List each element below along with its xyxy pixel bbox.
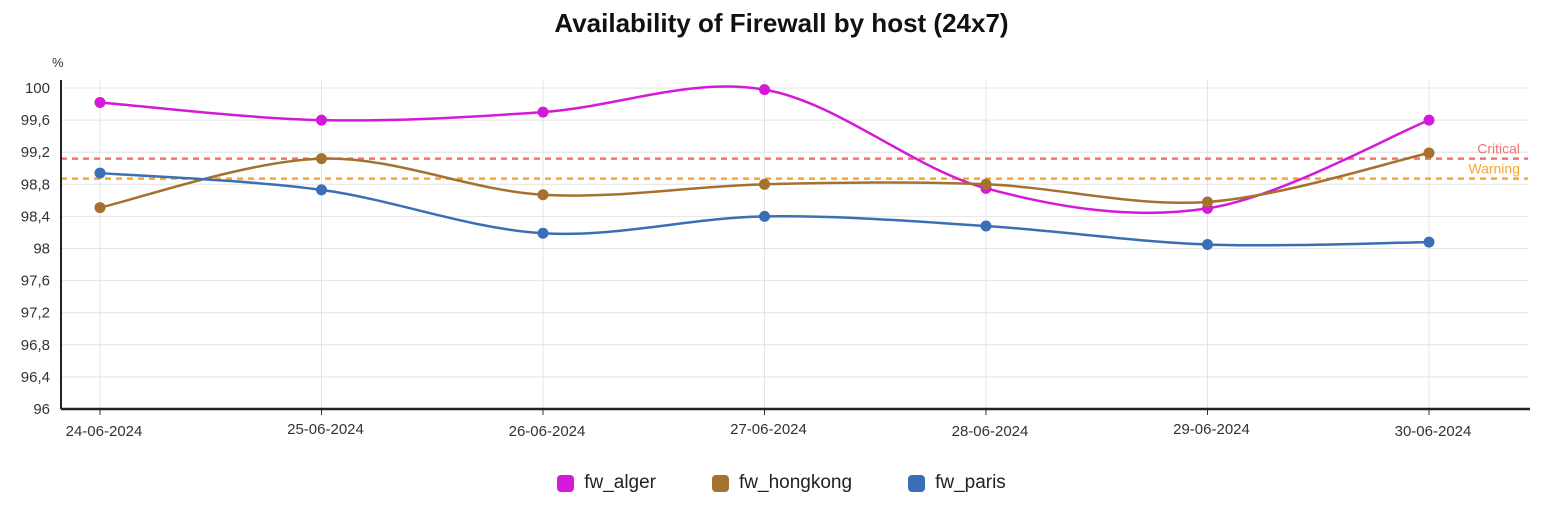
data-point — [759, 210, 770, 222]
data-point — [316, 153, 327, 165]
critical-threshold-label: Critical — [1477, 141, 1520, 157]
x-tick-label: 26-06-2024 — [509, 423, 586, 440]
x-tick-label: 25-06-2024 — [287, 421, 364, 438]
y-tick-label: 98,8 — [21, 176, 50, 193]
x-tick-label: 29-06-2024 — [1173, 421, 1250, 438]
y-tick-label: 98,4 — [21, 208, 50, 225]
line-chart: Critical Warning 96 96,4 96,8 97,2 97,6 98 98,4… — [21, 55, 1530, 440]
data-point — [1423, 147, 1435, 159]
legend-label: fw_paris — [935, 472, 1006, 493]
x-tick-label: 24-06-2024 — [66, 423, 143, 440]
y-tick-label: 96,4 — [21, 369, 50, 386]
y-tick-label: 100 — [25, 80, 50, 97]
data-point — [1423, 236, 1435, 248]
y-tick-label: 96 — [33, 401, 50, 418]
series-fw-paris — [94, 167, 1435, 250]
data-point — [537, 227, 549, 239]
axes — [60, 80, 1530, 415]
data-point — [316, 114, 327, 126]
warning-threshold-label: Warning — [1468, 161, 1520, 177]
y-axis-label: % — [52, 55, 64, 70]
x-tick-label: 30-06-2024 — [1395, 423, 1472, 440]
x-tick-label: 28-06-2024 — [952, 423, 1029, 440]
data-point — [537, 106, 549, 118]
legend-item-fw-paris[interactable]: fw_paris — [908, 472, 1006, 494]
data-point — [759, 84, 770, 96]
data-point — [94, 96, 106, 108]
legend-item-fw-hongkong[interactable]: fw_hongkong — [712, 472, 852, 494]
y-tick-label: 99,2 — [21, 144, 50, 161]
legend: fw_alger fw_hongkong fw_paris — [0, 472, 1563, 494]
data-point — [94, 167, 106, 179]
chart-title: Availability of Firewall by host (24x7) — [554, 8, 1009, 38]
data-point — [94, 202, 106, 214]
data-point — [1423, 114, 1435, 126]
legend-swatch — [908, 474, 926, 492]
legend-item-fw-alger[interactable]: fw_alger — [557, 472, 656, 494]
data-point — [980, 220, 992, 232]
legend-label: fw_alger — [584, 472, 657, 493]
y-tick-label: 96,8 — [21, 337, 50, 354]
data-point — [759, 178, 770, 190]
data-point — [980, 178, 992, 190]
data-point — [537, 189, 549, 201]
data-point — [316, 184, 327, 196]
legend-swatch — [712, 474, 730, 492]
reference-lines: Critical Warning — [61, 141, 1528, 180]
axis-labels: 96 96,4 96,8 97,2 97,6 98 98,4 98,8 99,2 99,6 100 2… — [21, 55, 1472, 440]
data-point — [1202, 196, 1213, 208]
legend-swatch — [557, 474, 575, 492]
y-tick-label: 97,2 — [21, 305, 50, 322]
data-point — [1202, 238, 1213, 250]
series-fw-hongkong — [94, 147, 1435, 214]
series-layer — [94, 84, 1435, 250]
legend-label: fw_hongkong — [739, 472, 853, 493]
x-tick-label: 27-06-2024 — [730, 421, 807, 438]
y-tick-label: 97,6 — [21, 273, 50, 290]
y-tick-label: 98 — [33, 241, 50, 258]
y-tick-label: 99,6 — [21, 112, 50, 129]
